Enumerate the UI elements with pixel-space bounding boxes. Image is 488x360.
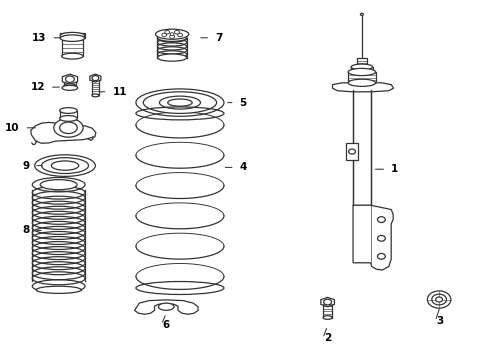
Bar: [346, 143, 358, 160]
Text: 9: 9: [22, 161, 29, 171]
Ellipse shape: [61, 35, 83, 41]
Polygon shape: [62, 74, 78, 84]
Text: 4: 4: [239, 162, 246, 172]
Ellipse shape: [51, 161, 79, 170]
Text: 1: 1: [390, 164, 398, 174]
Ellipse shape: [377, 235, 385, 241]
Ellipse shape: [60, 32, 84, 39]
Ellipse shape: [159, 96, 200, 109]
Ellipse shape: [40, 180, 77, 190]
Ellipse shape: [377, 217, 385, 222]
Ellipse shape: [377, 253, 385, 259]
Polygon shape: [332, 83, 393, 92]
Ellipse shape: [36, 286, 81, 293]
Circle shape: [170, 33, 174, 36]
Ellipse shape: [35, 155, 95, 176]
Circle shape: [177, 33, 182, 37]
Ellipse shape: [60, 122, 77, 134]
Ellipse shape: [350, 69, 372, 75]
Ellipse shape: [348, 149, 355, 154]
Ellipse shape: [136, 89, 224, 116]
Ellipse shape: [60, 116, 77, 121]
Ellipse shape: [431, 294, 446, 305]
Bar: [36, 285, 81, 290]
Ellipse shape: [54, 118, 83, 137]
Ellipse shape: [157, 34, 186, 41]
Ellipse shape: [41, 158, 88, 174]
Polygon shape: [134, 300, 198, 314]
Polygon shape: [352, 205, 392, 270]
Ellipse shape: [157, 54, 186, 61]
Bar: [356, 58, 366, 68]
Bar: [92, 78, 99, 95]
Ellipse shape: [62, 85, 78, 90]
Circle shape: [174, 30, 179, 34]
Polygon shape: [31, 122, 96, 143]
Ellipse shape: [155, 29, 188, 39]
Ellipse shape: [32, 177, 85, 192]
Ellipse shape: [92, 76, 99, 81]
Ellipse shape: [347, 68, 375, 76]
Ellipse shape: [323, 299, 331, 305]
Ellipse shape: [427, 291, 450, 308]
Ellipse shape: [143, 92, 216, 113]
Ellipse shape: [60, 35, 84, 41]
Text: 10: 10: [5, 123, 20, 133]
Text: 3: 3: [436, 316, 443, 326]
Ellipse shape: [32, 280, 85, 293]
Ellipse shape: [435, 297, 442, 302]
Circle shape: [164, 30, 169, 34]
Bar: [60, 111, 77, 118]
Polygon shape: [320, 297, 334, 307]
Polygon shape: [90, 74, 101, 82]
Bar: [352, 90, 370, 205]
Ellipse shape: [323, 316, 331, 319]
Ellipse shape: [360, 13, 363, 15]
Ellipse shape: [92, 94, 99, 97]
Ellipse shape: [61, 53, 83, 59]
Text: 5: 5: [239, 98, 246, 108]
Bar: [347, 72, 375, 83]
Bar: [350, 67, 372, 72]
Text: 11: 11: [112, 87, 127, 97]
Ellipse shape: [64, 84, 76, 87]
Text: 12: 12: [30, 82, 45, 92]
Ellipse shape: [60, 108, 77, 113]
Ellipse shape: [158, 303, 174, 310]
Ellipse shape: [350, 64, 372, 70]
Text: 6: 6: [163, 320, 169, 330]
Ellipse shape: [167, 99, 192, 106]
Bar: [64, 79, 76, 86]
Ellipse shape: [347, 79, 375, 86]
Ellipse shape: [65, 76, 74, 82]
Circle shape: [169, 35, 174, 39]
Circle shape: [162, 33, 166, 37]
Text: 7: 7: [215, 33, 222, 43]
Bar: [323, 302, 331, 318]
Text: 13: 13: [32, 33, 46, 43]
Text: 8: 8: [22, 225, 29, 235]
Bar: [61, 38, 83, 56]
Text: 2: 2: [324, 333, 330, 343]
Bar: [60, 33, 84, 38]
